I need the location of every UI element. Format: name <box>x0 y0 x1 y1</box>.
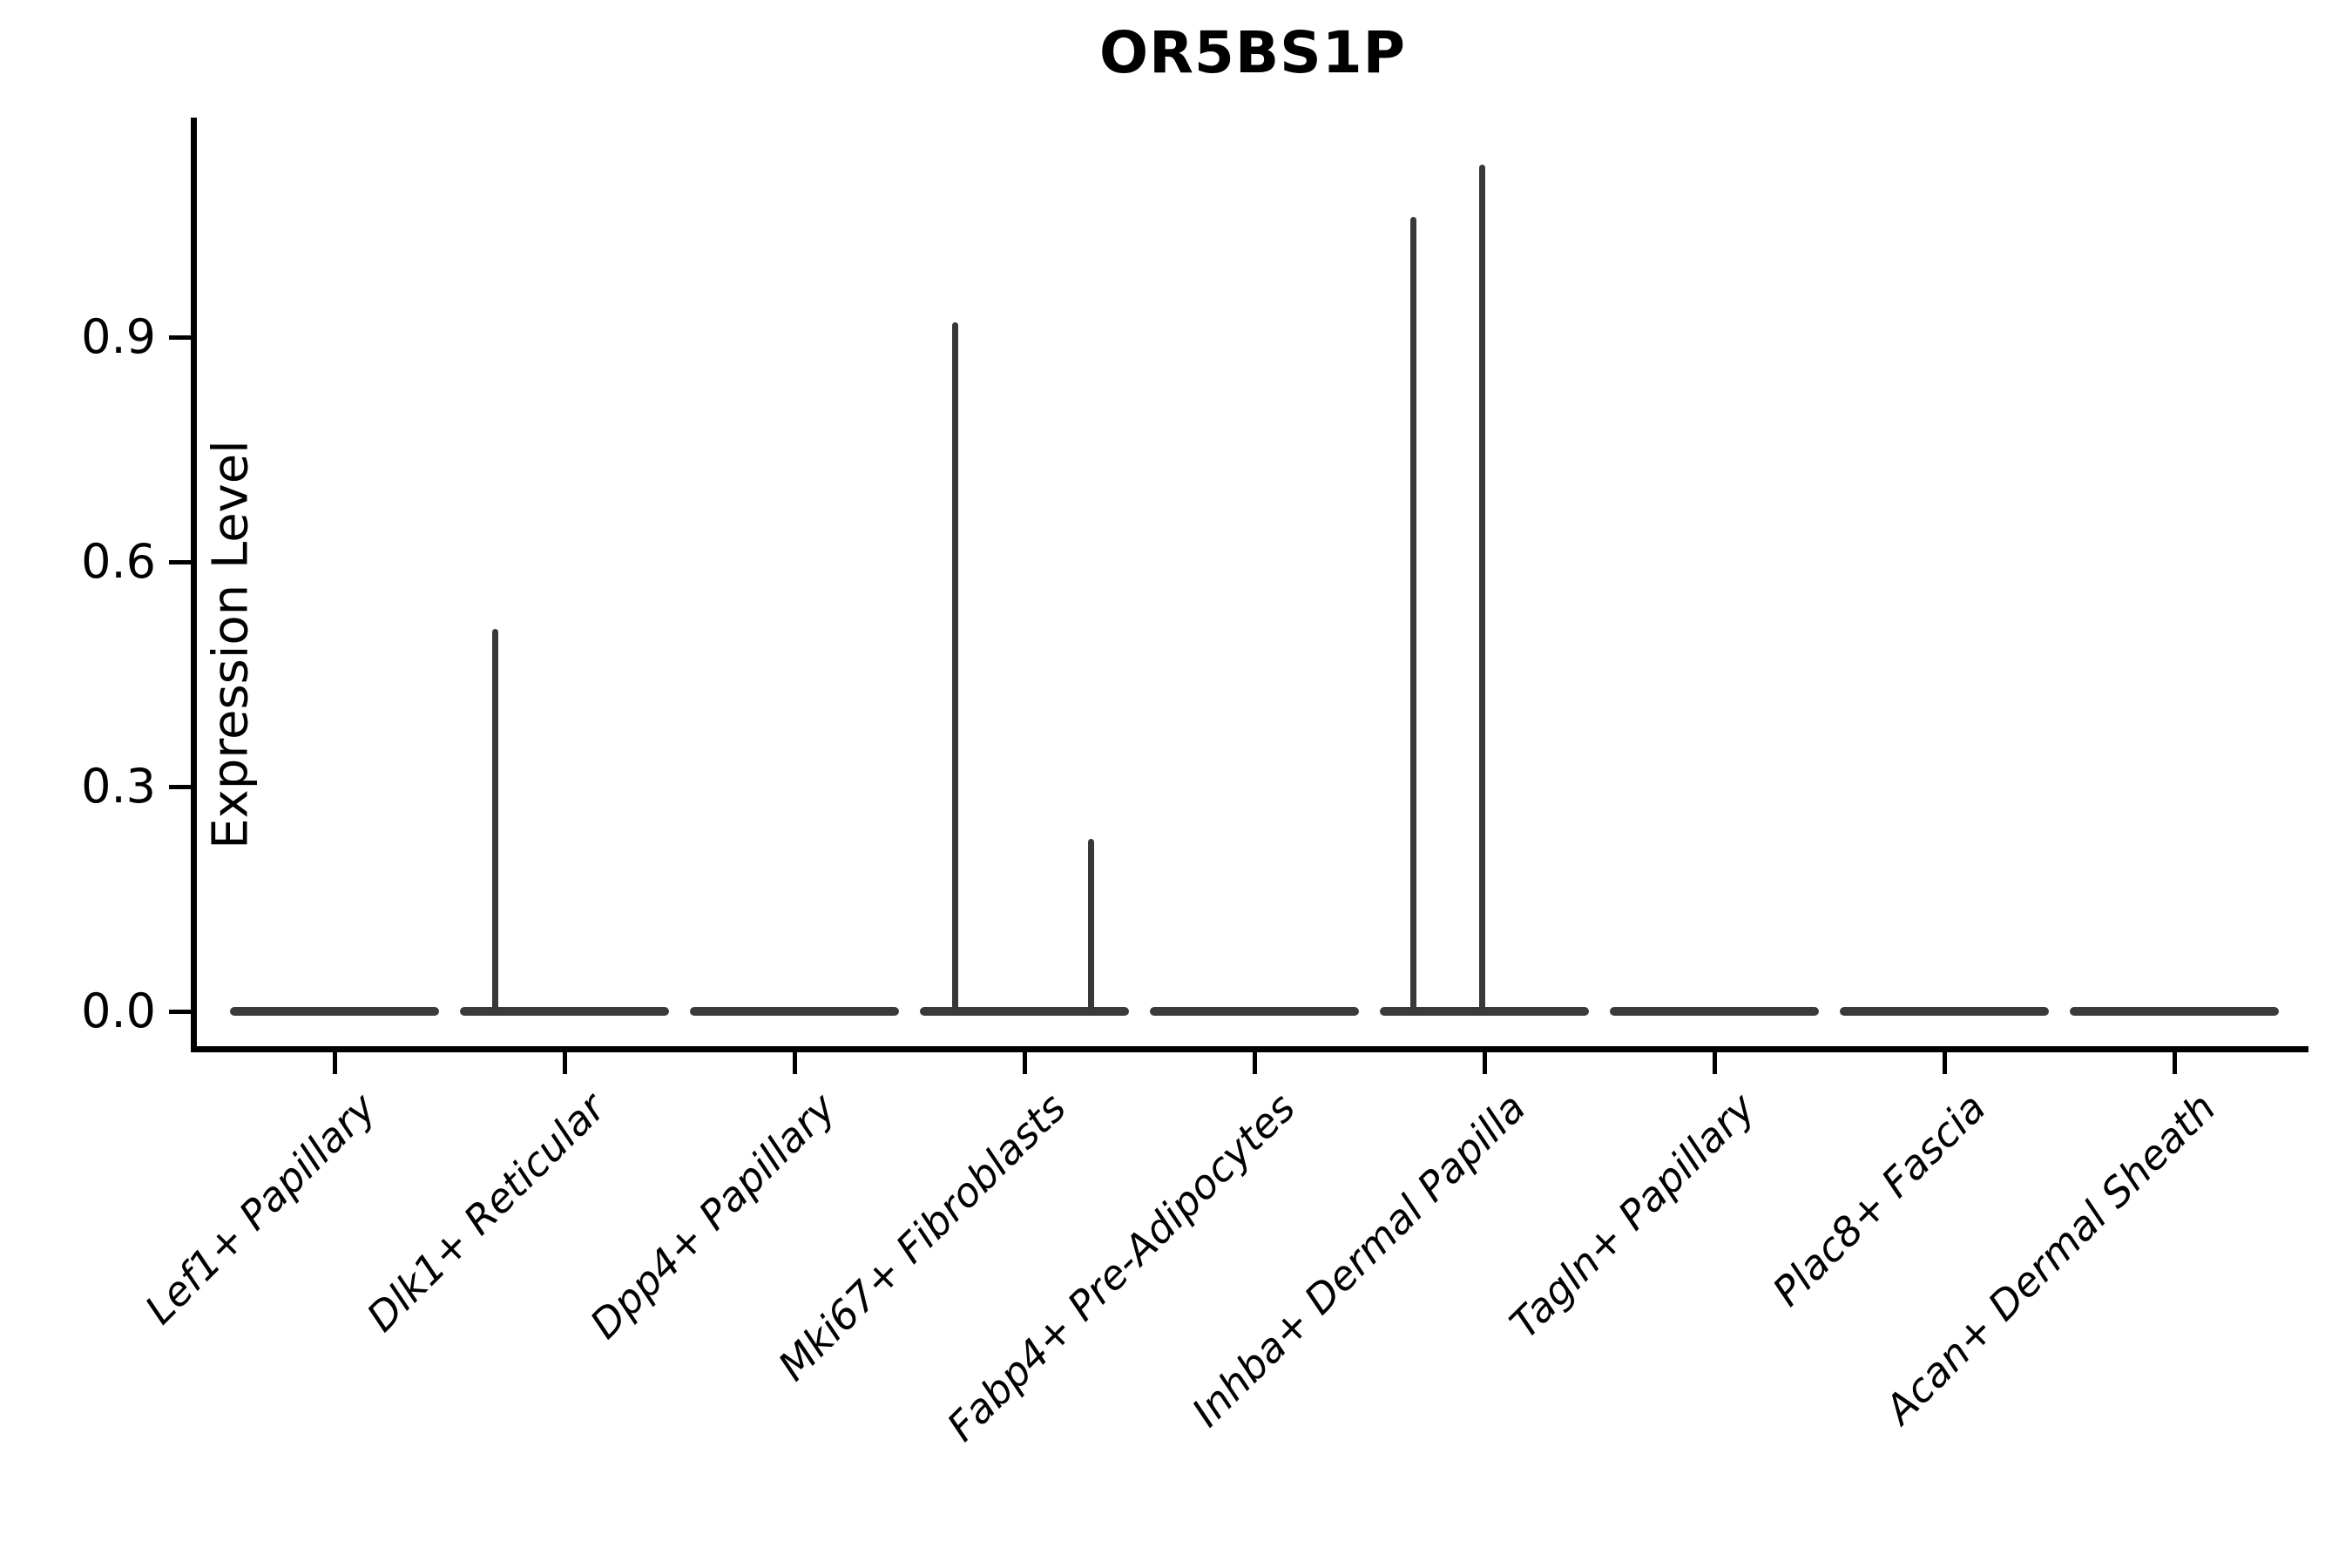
x-tick-label: Dpp4+ Papillary <box>580 1084 845 1348</box>
y-tick-label: 0.9 <box>81 309 156 364</box>
violin-spike <box>492 629 499 1011</box>
violin-spike <box>1409 217 1416 1011</box>
x-tick-label: Dlk1+ Reticular <box>357 1084 615 1341</box>
x-tick <box>1713 1052 1717 1074</box>
y-tick-label: 0.3 <box>81 759 156 814</box>
y-tick <box>169 560 191 564</box>
violin-band <box>1610 1007 1819 1016</box>
x-tick <box>1023 1052 1027 1074</box>
violin-band <box>1840 1007 2049 1016</box>
x-axis-spine <box>191 1046 2308 1052</box>
violin-spike <box>1088 839 1095 1011</box>
violin-band <box>1380 1007 1589 1016</box>
x-tick <box>1253 1052 1257 1074</box>
y-tick-label: 0.0 <box>81 983 156 1038</box>
violin-band <box>690 1007 899 1016</box>
y-tick <box>169 785 191 789</box>
x-tick <box>1483 1052 1487 1074</box>
x-tick <box>563 1052 567 1074</box>
y-tick <box>169 335 191 340</box>
x-tick-label: Lef1+ Papillary <box>135 1084 385 1334</box>
violin-band <box>230 1007 439 1016</box>
x-tick <box>793 1052 797 1074</box>
x-tick <box>2173 1052 2177 1074</box>
violin-band <box>1150 1007 1359 1016</box>
y-axis-label: Expression Level <box>202 440 260 849</box>
x-tick <box>1943 1052 1947 1074</box>
y-axis-spine <box>191 118 197 1052</box>
violin-band <box>2070 1007 2279 1016</box>
violin-spike <box>1478 165 1485 1011</box>
violin-spike <box>952 321 959 1011</box>
y-tick <box>169 1010 191 1014</box>
violin-band <box>460 1007 669 1016</box>
x-tick-label: Tagln+ Papillary <box>1501 1084 1765 1348</box>
violin-band <box>920 1007 1129 1016</box>
chart-title: OR5BS1P <box>1099 19 1406 86</box>
y-tick-label: 0.6 <box>81 534 156 589</box>
x-tick <box>333 1052 337 1074</box>
x-tick-label: Plac8+ Fascia <box>1763 1084 1995 1315</box>
